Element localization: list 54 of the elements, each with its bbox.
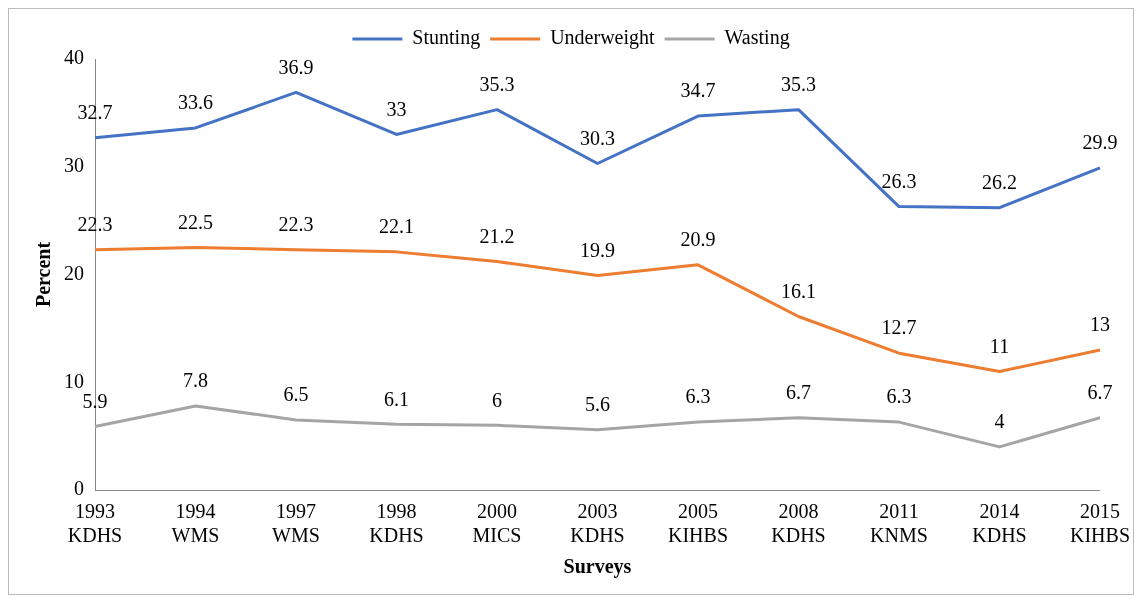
y-tick-label: 20 xyxy=(64,261,84,284)
x-tick-label: 1997 WMS xyxy=(272,500,320,547)
data-label: 12.7 xyxy=(881,316,917,339)
data-label: 13 xyxy=(1090,313,1110,336)
data-label: 33 xyxy=(386,97,407,120)
data-label: 20.9 xyxy=(680,228,716,251)
x-axis-title: Surveys xyxy=(563,555,632,579)
data-label: 32.7 xyxy=(77,100,113,123)
data-label: 6.3 xyxy=(886,385,912,408)
y-axis-title: Percent xyxy=(32,241,55,308)
data-label: 4 xyxy=(994,410,1005,433)
legend-label: Stunting xyxy=(412,26,481,50)
data-label: 6.1 xyxy=(384,387,409,410)
legend-label: Underweight xyxy=(550,26,656,50)
y-tick-label: 40 xyxy=(64,46,84,69)
y-tick-label: 10 xyxy=(64,369,84,392)
data-label: 22.3 xyxy=(278,212,314,235)
data-label: 30.3 xyxy=(580,126,615,149)
data-label: 22.3 xyxy=(77,212,113,235)
data-label: 36.9 xyxy=(278,55,314,78)
legend-label: Wasting xyxy=(724,26,790,50)
data-label: 6 xyxy=(492,388,502,411)
data-label: 6.5 xyxy=(283,383,309,406)
data-label: 5.6 xyxy=(585,392,610,415)
data-label: 16.1 xyxy=(781,279,816,302)
data-label: 34.7 xyxy=(680,79,716,102)
data-label: 21.2 xyxy=(479,224,515,247)
x-tick-label: 2003 KDHS xyxy=(570,500,625,547)
x-tick-label: 2005 KIHBS xyxy=(667,500,728,547)
data-label: 29.9 xyxy=(1082,131,1118,154)
y-tick-label: 30 xyxy=(64,154,84,176)
x-tick-label: 2000 MICS xyxy=(472,500,522,547)
data-label: 19.9 xyxy=(580,238,615,261)
data-label: 35.3 xyxy=(479,72,515,95)
y-tick-label: 0 xyxy=(74,477,84,500)
data-label: 6.7 xyxy=(1087,381,1113,404)
data-label: 7.8 xyxy=(183,369,208,392)
data-label: 35.3 xyxy=(781,72,816,95)
data-label: 22.1 xyxy=(379,215,414,238)
data-label: 5.9 xyxy=(82,389,108,412)
data-label: 11 xyxy=(989,334,1010,357)
data-label: 6.3 xyxy=(685,385,711,408)
data-label: 26.2 xyxy=(982,170,1017,193)
x-tick-label: 2008 KDHS xyxy=(771,500,826,547)
data-label: 22.5 xyxy=(178,210,213,233)
x-tick-label: 1994 WMS xyxy=(171,500,220,547)
x-tick-label: 2011 KNMS xyxy=(870,500,928,547)
x-tick-label: 1993 KDHS xyxy=(67,500,123,547)
x-tick-label: 1998 KDHS xyxy=(369,500,424,547)
data-label: 26.3 xyxy=(881,169,917,192)
x-tick-label: 2014 KDHS xyxy=(972,500,1027,547)
data-label: 6.7 xyxy=(786,381,811,404)
data-label: 33.6 xyxy=(178,91,213,114)
x-tick-label: 2015 KIHBS xyxy=(1069,500,1130,547)
